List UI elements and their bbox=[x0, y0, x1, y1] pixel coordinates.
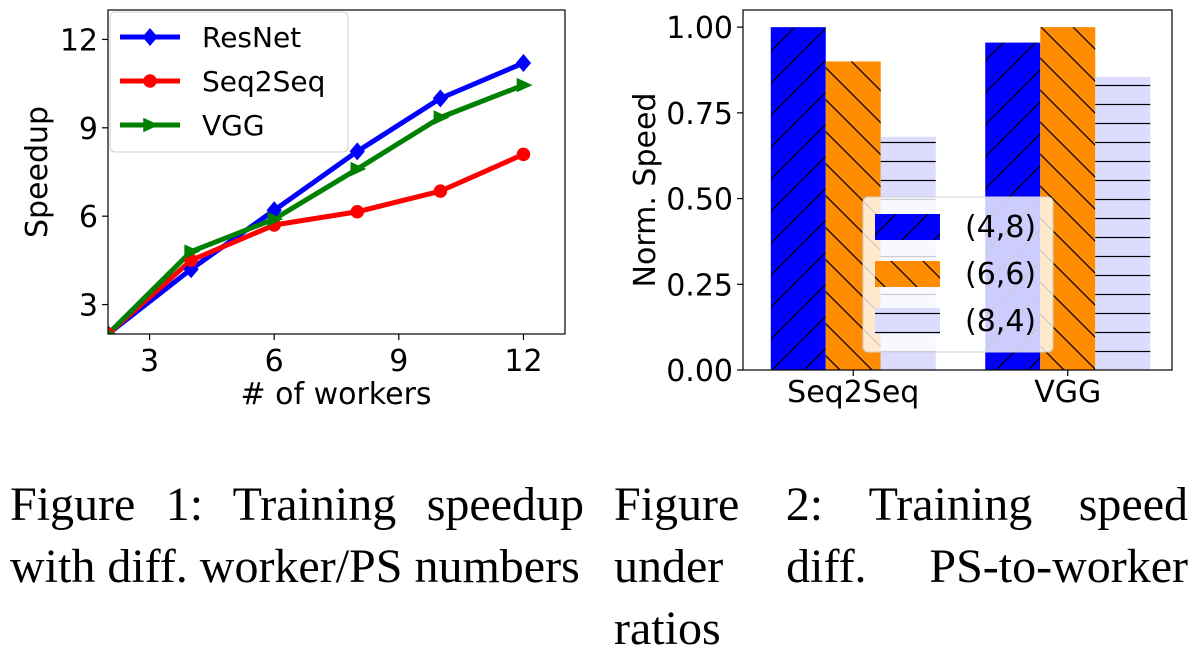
x-tick-label: 9 bbox=[389, 344, 408, 379]
legend-swatch bbox=[875, 308, 940, 334]
figure-2-caption: Figure 2: Training speed under diff. PS-… bbox=[614, 478, 1188, 655]
legend-label: ResNet bbox=[202, 21, 301, 54]
data-point-vgg bbox=[433, 110, 450, 125]
data-point-vgg bbox=[267, 211, 284, 227]
legend-label: Seq2Seq bbox=[202, 65, 325, 98]
norm-speed-bar-chart: 0.00 0.25 0.50 0.75 1.00 Seq2Seq VGG Norm. Sp… bbox=[628, 9, 1173, 410]
plot-frame bbox=[742, 9, 1173, 371]
data-point-vgg bbox=[184, 244, 201, 259]
series-line-resnet bbox=[108, 60, 525, 334]
data-point-vgg bbox=[350, 161, 367, 177]
data-point-resnet bbox=[349, 142, 365, 161]
data-point-resnet bbox=[266, 201, 282, 220]
legend-label: (8,4) bbox=[965, 304, 1036, 339]
data-point-resnet bbox=[432, 89, 449, 108]
data-point-seq2seq bbox=[516, 147, 531, 162]
legend-label: (6,6) bbox=[965, 257, 1036, 292]
legend: (4,8) (6,6) (8,4) bbox=[862, 196, 1054, 353]
y-axis-label: Norm. Speed bbox=[628, 93, 663, 288]
legend-swatch bbox=[875, 214, 940, 240]
legend-marker bbox=[142, 28, 158, 46]
legend-label: VGG bbox=[202, 109, 265, 142]
legend-marker bbox=[143, 117, 159, 133]
bar-vgg-2 bbox=[1095, 76, 1151, 370]
series-line-vgg bbox=[108, 82, 525, 334]
y-tick-label: 1.00 bbox=[666, 11, 733, 46]
series-line-seq2seq bbox=[108, 152, 525, 334]
bar-seq2seq-0 bbox=[770, 27, 826, 371]
legend-label: (4,8) bbox=[965, 210, 1036, 245]
y-axis-label: Speedup bbox=[20, 106, 55, 238]
x-tick-label: 6 bbox=[265, 344, 284, 379]
data-point-resnet bbox=[515, 54, 532, 73]
speedup-line-chart: 3 6 9 12 3 6 9 12 # of workers Speedup ResNet S… bbox=[20, 9, 566, 412]
y-tick-label: 9 bbox=[79, 112, 98, 147]
y-tick-label: 0.50 bbox=[666, 183, 733, 218]
y-tick-label: 0.00 bbox=[666, 354, 733, 389]
y-tick-label: 0.25 bbox=[666, 268, 733, 303]
x-tick-label: 12 bbox=[504, 344, 542, 379]
y-tick-label: 12 bbox=[60, 23, 98, 58]
legend: ResNet Seq2Seq VGG bbox=[109, 11, 349, 153]
x-tick-label: Seq2Seq bbox=[787, 375, 919, 410]
y-tick-label: 0.75 bbox=[666, 97, 733, 132]
figure-1-caption: Figure 1: Training speedup with diff. wo… bbox=[10, 478, 584, 593]
legend-marker bbox=[143, 74, 157, 88]
x-tick-label: 3 bbox=[140, 344, 159, 379]
data-point-vgg bbox=[108, 329, 117, 334]
plot-frame bbox=[107, 9, 566, 335]
y-tick-label: 6 bbox=[79, 200, 98, 235]
y-tick-label: 3 bbox=[79, 289, 98, 324]
legend-swatch bbox=[875, 261, 940, 287]
x-tick-label: VGG bbox=[1034, 375, 1101, 410]
data-point-seq2seq bbox=[433, 184, 448, 198]
x-axis-label: # of workers bbox=[240, 377, 431, 412]
data-point-seq2seq bbox=[350, 205, 365, 219]
data-point-vgg bbox=[516, 77, 533, 93]
